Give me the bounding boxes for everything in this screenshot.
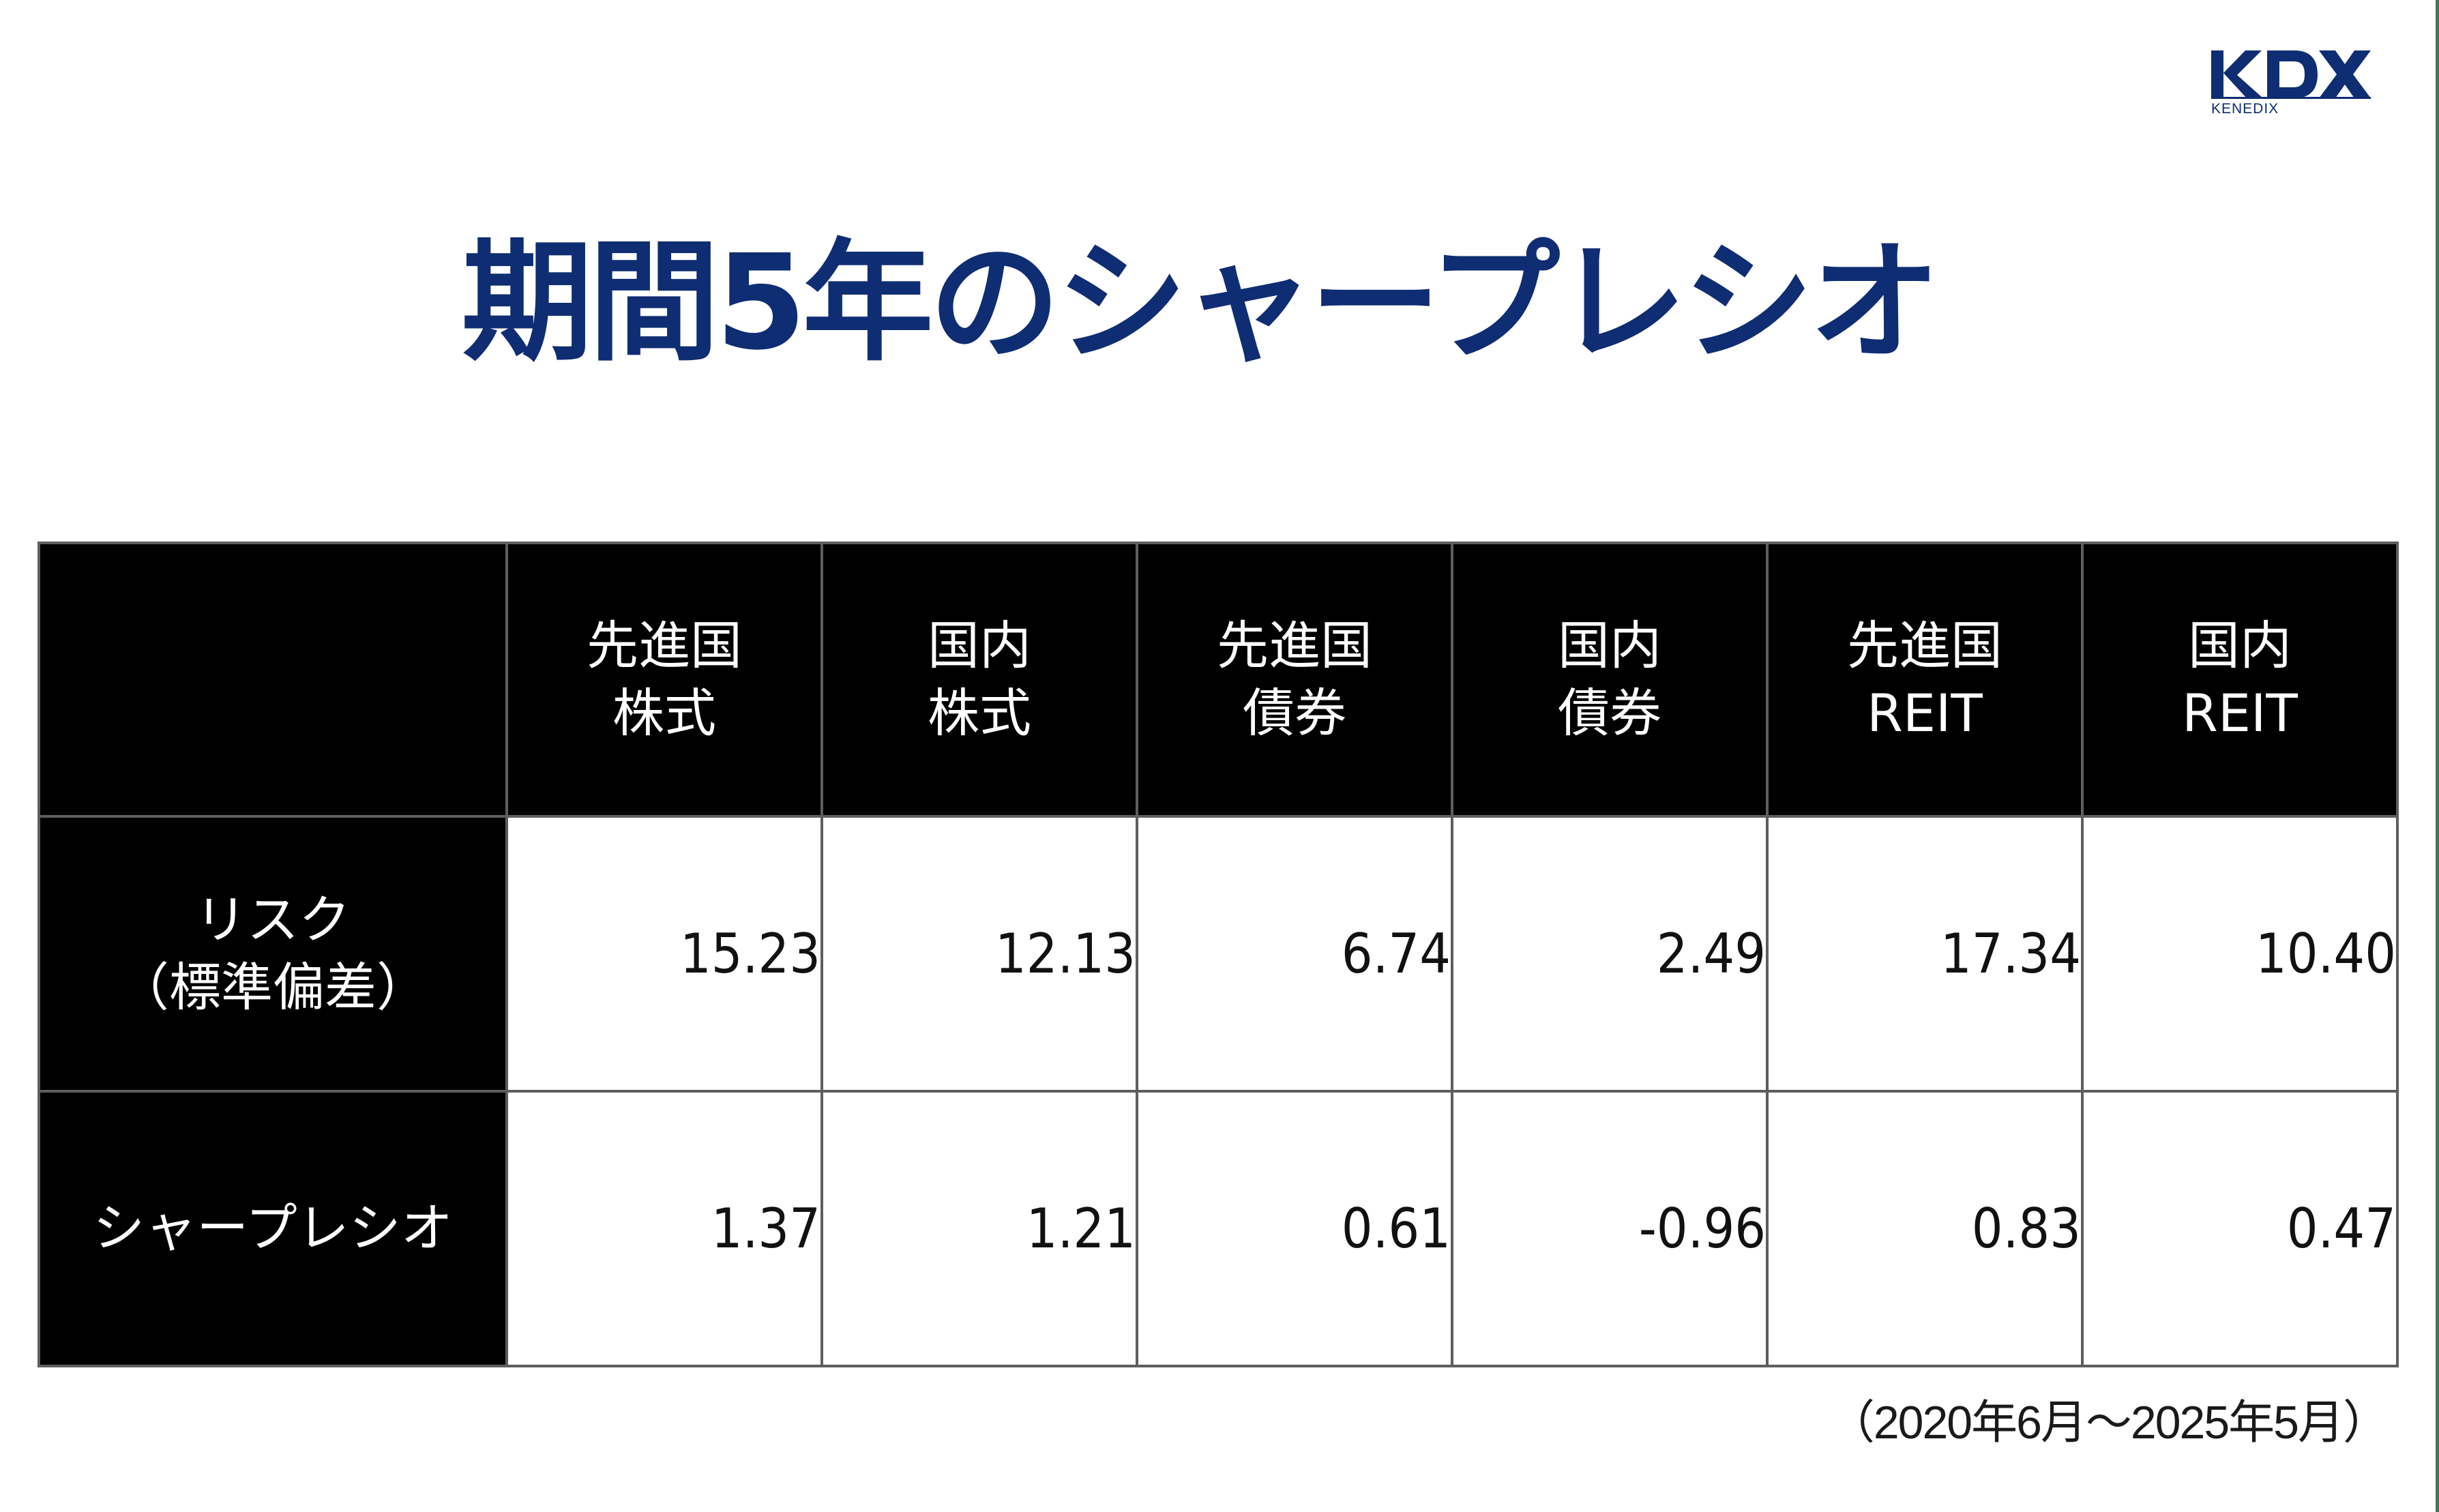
kenedix-logo: KENEDIX xyxy=(2210,50,2374,116)
table-cell: -0.96 xyxy=(1451,1090,1769,1367)
column-header-developed-equity: 先進国 株式 xyxy=(505,542,823,818)
kdx-logo-icon xyxy=(2211,50,2371,99)
row-header-risk: リスク （標準偏差） xyxy=(38,815,508,1093)
column-header-domestic-bonds: 国内 債券 xyxy=(1451,542,1769,818)
row-header-sharpe: シャープレシオ xyxy=(38,1090,508,1367)
table-cell: 6.74 xyxy=(1136,815,1453,1093)
sharpe-ratio-table: 先進国 株式 国内 株式 先進国 債券 国内 債券 先進国 REIT 国内 RE… xyxy=(38,542,2399,1367)
table-cell: 0.47 xyxy=(2081,1090,2399,1367)
column-header-domestic-reit: 国内 REIT xyxy=(2081,542,2399,818)
table-row-sharpe: シャープレシオ 1.37 1.21 0.61 -0.96 0.83 0.47 xyxy=(38,1090,2399,1367)
table-cell: 1.21 xyxy=(821,1090,1138,1367)
logo-wordmark: KENEDIX xyxy=(2211,101,2279,117)
table-cell: 15.23 xyxy=(505,815,823,1093)
table-corner-cell xyxy=(38,542,508,818)
column-header-developed-bonds: 先進国 債券 xyxy=(1136,542,1453,818)
table-cell: 2.49 xyxy=(1451,815,1769,1093)
period-footnote: （2020年6月～2025年5月） xyxy=(1828,1397,2389,1449)
column-header-developed-reit: 先進国 REIT xyxy=(1766,542,2084,818)
table-header-row: 先進国 株式 国内 株式 先進国 債券 国内 債券 先進国 REIT 国内 RE… xyxy=(38,542,2399,818)
table-cell: 10.40 xyxy=(2081,815,2399,1093)
table-row-risk: リスク （標準偏差） 15.23 12.13 6.74 2.49 17.34 1… xyxy=(38,815,2399,1093)
right-edge-strip xyxy=(2436,0,2439,1512)
page-title: 期間5年のシャープレシオ xyxy=(461,227,1940,379)
table-cell: 0.61 xyxy=(1136,1090,1453,1367)
table-cell: 17.34 xyxy=(1766,815,2084,1093)
table-cell: 1.37 xyxy=(505,1090,823,1367)
table-cell: 0.83 xyxy=(1766,1090,2084,1367)
table-cell: 12.13 xyxy=(821,815,1138,1093)
column-header-domestic-equity: 国内 株式 xyxy=(821,542,1138,818)
